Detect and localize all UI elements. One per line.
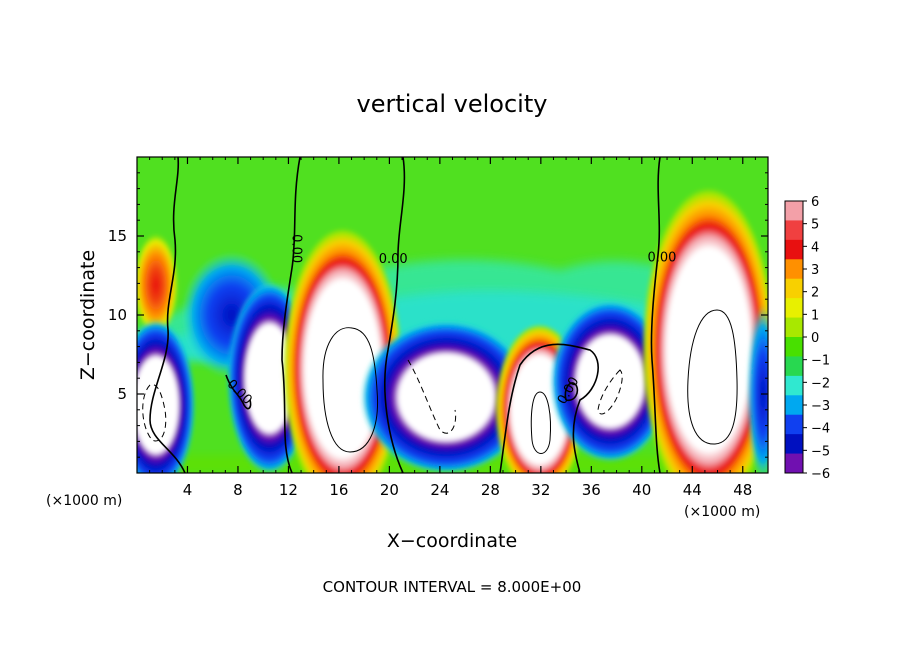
y-tick-label: 15 (108, 227, 127, 245)
contour-core (687, 309, 738, 445)
colorbar-tick-label: −3 (811, 399, 830, 414)
colorbar-tick-label: −1 (811, 354, 830, 369)
contour-label: 0.00 (289, 234, 304, 263)
colorbar-tick-label: 2 (811, 286, 819, 301)
colorbar-tick-label: 1 (811, 308, 819, 323)
contour-zero (225, 374, 252, 410)
contour-label: 0.00 (379, 252, 408, 267)
y-tick-label: 10 (108, 306, 127, 324)
x-tick-label: 28 (481, 481, 500, 499)
colorbar-swatch (785, 414, 803, 435)
colorbar-swatch (785, 317, 803, 338)
x-tick-label: 48 (733, 481, 752, 499)
x-unit-right: (×1000 m) (684, 504, 760, 520)
colorbar-swatch (785, 337, 803, 357)
y-axis-label: Z−coordinate (77, 250, 99, 380)
contour-core (322, 327, 379, 453)
x-tick-label: 4 (183, 481, 193, 499)
colorbar-tick-label: 4 (811, 240, 819, 255)
x-tick-label: 12 (279, 481, 298, 499)
colorbar-swatch (785, 239, 803, 260)
contour-core-dashed (597, 369, 623, 415)
downdraft-cell (747, 305, 768, 473)
x-tick-label: 36 (582, 481, 601, 499)
plot-area: 0.00 0.00 0.000.00 0.00 (137, 157, 768, 473)
colorbar-swatch (785, 259, 803, 280)
chart-title: vertical velocity (357, 90, 548, 118)
x-axis: 4 8 12 16 20 24 28 32 36 40 44 48 (149, 157, 756, 499)
colorbar: 6 5 4 3 2 1 0 −1 −2 −3 −4 −5 −6 (784, 195, 830, 482)
contour-zero (499, 343, 599, 473)
colorbar-swatch (785, 375, 803, 396)
contour-zero (281, 157, 301, 473)
colorbar-tick-label: 0 (811, 331, 819, 346)
contour-zero (149, 157, 186, 473)
colorbar-swatch (785, 395, 803, 416)
contour-core-dashed (407, 359, 457, 434)
colorbar-swatch (785, 453, 803, 474)
contour-label: 0.00 (648, 251, 677, 266)
colorbar-tick-label: −6 (811, 467, 830, 482)
contour-zero (650, 157, 661, 473)
colorbar-swatch (785, 278, 803, 299)
contour-zero (384, 157, 406, 473)
x-tick-label: 40 (632, 481, 651, 499)
colorbar-tick-label: −4 (811, 422, 830, 437)
colorbar-swatch (785, 298, 803, 319)
colorbar-tick-label: 5 (811, 218, 819, 233)
colorbar-swatch (785, 220, 803, 241)
x-tick-label: 8 (233, 481, 243, 499)
colorbar-swatch (785, 201, 803, 221)
colorbar-tick-label: 6 (811, 195, 819, 210)
x-tick-label: 16 (329, 481, 348, 499)
colorbar-tick-label: 3 (811, 263, 819, 278)
contour-core-dashed (142, 384, 167, 442)
x-unit-left: (×1000 m) (46, 493, 122, 509)
contour-interval-note: CONTOUR INTERVAL = 8.000E+00 (323, 578, 582, 596)
colorbar-swatch (785, 434, 803, 455)
y-tick-label: 5 (117, 385, 127, 403)
x-tick-label: 44 (683, 481, 702, 499)
x-tick-label: 20 (380, 481, 399, 499)
colorbar-tick-label: −5 (811, 444, 830, 459)
y-axis: 5 10 15 (108, 172, 768, 458)
colorbar-tick-label: −2 (811, 376, 830, 391)
contour-zero (564, 382, 579, 402)
downdraft-cell (361, 320, 532, 473)
x-tick-label: 24 (430, 481, 449, 499)
velocity-cells (137, 187, 768, 473)
contour-core (530, 391, 551, 454)
x-tick-label: 32 (531, 481, 550, 499)
downdraft-cell (137, 319, 196, 473)
x-axis-label: X−coordinate (387, 530, 517, 552)
contour-lines (142, 157, 738, 473)
colorbar-swatch (785, 356, 803, 377)
